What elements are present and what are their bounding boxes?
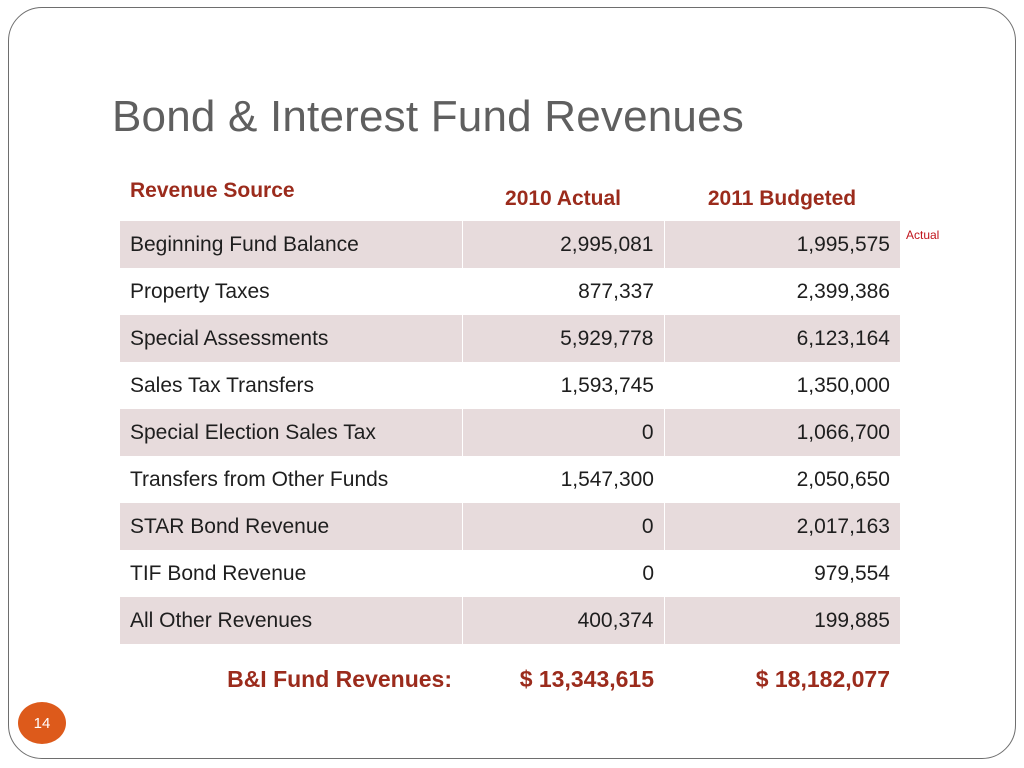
table-row: Sales Tax Transfers 1,593,745 1,350,000	[120, 362, 900, 409]
row-2011-budgeted: 2,050,650	[664, 456, 900, 503]
row-2010-actual: 1,547,300	[462, 456, 664, 503]
row-source: STAR Bond Revenue	[120, 503, 462, 550]
row-2010-actual: 0	[461, 503, 664, 550]
table-row: Property Taxes 877,337 2,399,386	[120, 268, 900, 315]
header-2010-actual: 2010 Actual	[505, 187, 621, 210]
row-2011-budgeted: 2,017,163	[663, 503, 900, 550]
row-2010-actual: 0	[461, 409, 664, 456]
table-row: STAR Bond Revenue 0 2,017,163	[120, 503, 900, 550]
table-row: Special Election Sales Tax 0 1,066,700	[120, 409, 900, 456]
row-2010-actual: 1,593,745	[462, 362, 664, 409]
table-row: Beginning Fund Balance 2,995,081 1,995,5…	[120, 221, 900, 268]
row-2011-budgeted: 1,350,000	[664, 362, 900, 409]
actual-note: Actual	[906, 228, 940, 242]
row-2010-actual: 400,374	[461, 597, 664, 644]
row-source: Special Election Sales Tax	[120, 409, 462, 456]
row-2011-budgeted: 6,123,164	[663, 315, 900, 362]
total-row: B&I Fund Revenues: $ 13,343,615 $ 18,182…	[120, 644, 900, 714]
page-number: 14	[33, 714, 51, 732]
table-row: All Other Revenues 400,374 199,885	[120, 597, 900, 644]
row-2011-budgeted: 2,399,386	[664, 268, 900, 315]
total-label: B&I Fund Revenues:	[120, 644, 462, 714]
table-row: TIF Bond Revenue 0 979,554	[120, 550, 900, 597]
row-2010-actual: 0	[462, 550, 664, 597]
total-2011-budgeted: $ 18,182,077	[664, 644, 900, 714]
row-2011-budgeted: 979,554	[664, 550, 900, 597]
row-source: All Other Revenues	[120, 597, 462, 644]
row-source: Special Assessments	[120, 315, 462, 362]
row-source: Sales Tax Transfers	[120, 362, 462, 409]
row-source: Transfers from Other Funds	[120, 456, 462, 503]
table-header-row: Revenue Source 2010 Actual 2011 Budgeted	[120, 171, 900, 221]
row-source: Beginning Fund Balance	[120, 221, 462, 268]
row-2010-actual: 877,337	[462, 268, 664, 315]
row-2011-budgeted: 1,995,575	[663, 221, 900, 268]
row-source: TIF Bond Revenue	[120, 550, 462, 597]
revenue-table: Revenue Source 2010 Actual 2011 Budgeted…	[120, 171, 900, 714]
slide-title: Bond & Interest Fund Revenues	[112, 92, 744, 141]
header-revenue-source: Revenue Source	[130, 179, 295, 202]
row-2011-budgeted: 199,885	[663, 597, 900, 644]
row-source: Property Taxes	[120, 268, 462, 315]
row-2011-budgeted: 1,066,700	[663, 409, 900, 456]
row-2010-actual: 5,929,778	[461, 315, 664, 362]
header-2011-budgeted: 2011 Budgeted	[707, 187, 857, 210]
total-2010-actual: $ 13,343,615	[462, 644, 664, 714]
table-row: Special Assessments 5,929,778 6,123,164	[120, 315, 900, 362]
table-row: Transfers from Other Funds 1,547,300 2,0…	[120, 456, 900, 503]
row-2010-actual: 2,995,081	[461, 221, 664, 268]
page-number-badge: 14	[18, 702, 66, 744]
